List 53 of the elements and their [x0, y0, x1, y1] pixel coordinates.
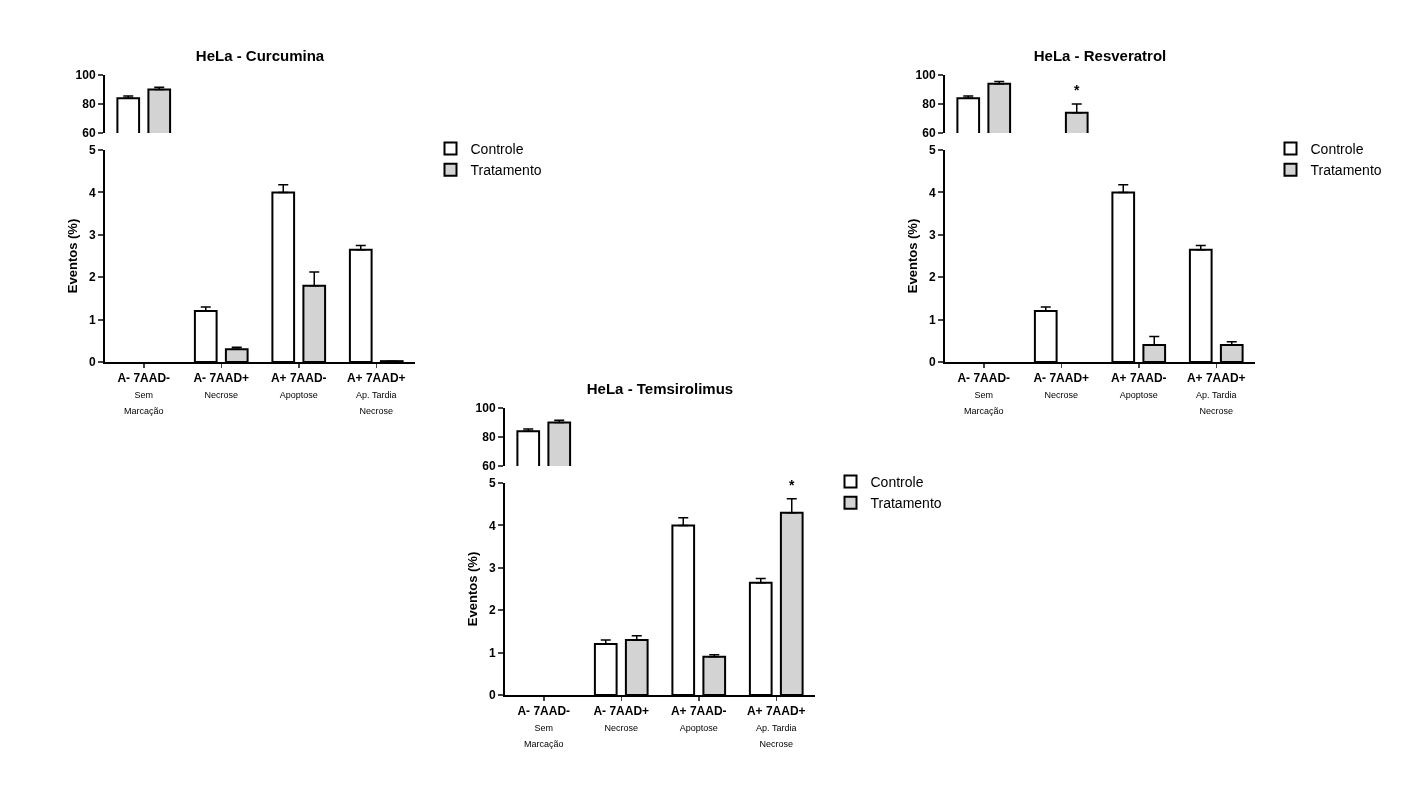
y-tick-label: 2	[928, 270, 936, 285]
y-tick-label: 60	[922, 126, 936, 141]
legend-label: Controle	[470, 141, 524, 158]
y-tick-label: 5	[488, 476, 496, 491]
y-tick-label: 4	[88, 185, 96, 200]
x-tick-label: A- 7AAD- Sem Marcação	[117, 371, 171, 416]
y-tick-label: 1	[88, 312, 96, 327]
legend-label: Tratamento	[1310, 162, 1382, 179]
y-tick-label: 100	[475, 401, 496, 416]
y-tick-label: 4	[488, 518, 496, 533]
x-tick-label: A+ 7AAD- Apoptose	[270, 371, 327, 400]
y-tick-label: 0	[928, 355, 936, 370]
y-axis-title: Eventos (%)	[465, 551, 481, 627]
x-tick-label: A+ 7AAD- Apoptose	[1110, 371, 1167, 400]
y-tick-label: 100	[75, 68, 96, 83]
chart-title: HeLa - Curcumina	[195, 46, 325, 64]
y-axis-title: Eventos (%)	[65, 218, 81, 294]
annotation: *	[789, 477, 795, 493]
y-tick-label: 5	[88, 143, 96, 158]
chart-title: HeLa - Temsirolimus	[586, 379, 734, 397]
y-tick-label: 60	[82, 126, 96, 141]
x-tick-label: A- 7AAD- Sem Marcação	[957, 371, 1011, 416]
y-tick-label: 80	[922, 97, 936, 112]
x-tick-label: A- 7AAD+ Necrose	[1033, 371, 1090, 400]
y-tick-label: 80	[482, 430, 496, 445]
y-tick-label: 0	[88, 355, 96, 370]
legend-label: Controle	[1310, 141, 1364, 158]
y-tick-label: 3	[488, 561, 496, 575]
y-tick-label: 3	[88, 228, 96, 242]
x-tick-label: A+ 7AAD+ Ap. Tardia Necrose	[746, 704, 806, 749]
x-tick-label: A- 7AAD+ Necrose	[193, 371, 250, 400]
legend-label: Tratamento	[470, 162, 542, 179]
annotation: *	[1074, 82, 1080, 98]
y-tick-label: 1	[928, 312, 936, 327]
chart-title: HeLa - Resveratrol	[1033, 46, 1167, 64]
y-tick-label: 80	[82, 97, 96, 112]
y-tick-label: 0	[488, 688, 496, 703]
x-tick-label: A+ 7AAD- Apoptose	[670, 704, 727, 733]
y-axis-title: Eventos (%)	[905, 218, 921, 294]
y-tick-label: 2	[88, 270, 96, 285]
y-tick-label: 60	[482, 459, 496, 474]
legend-label: Tratamento	[870, 495, 942, 512]
x-tick-label: A- 7AAD- Sem Marcação	[517, 704, 571, 749]
y-tick-label: 1	[488, 645, 496, 660]
y-tick-label: 100	[915, 68, 936, 83]
y-tick-label: 3	[928, 228, 936, 242]
x-tick-label: A- 7AAD+ Necrose	[593, 704, 650, 733]
y-tick-label: 4	[928, 185, 936, 200]
y-tick-label: 2	[488, 603, 496, 618]
x-tick-label: A+ 7AAD+ Ap. Tardia Necrose	[1186, 371, 1246, 416]
legend-label: Controle	[870, 474, 924, 491]
x-tick-label: A+ 7AAD+ Ap. Tardia Necrose	[346, 371, 406, 416]
y-tick-label: 5	[928, 143, 936, 158]
